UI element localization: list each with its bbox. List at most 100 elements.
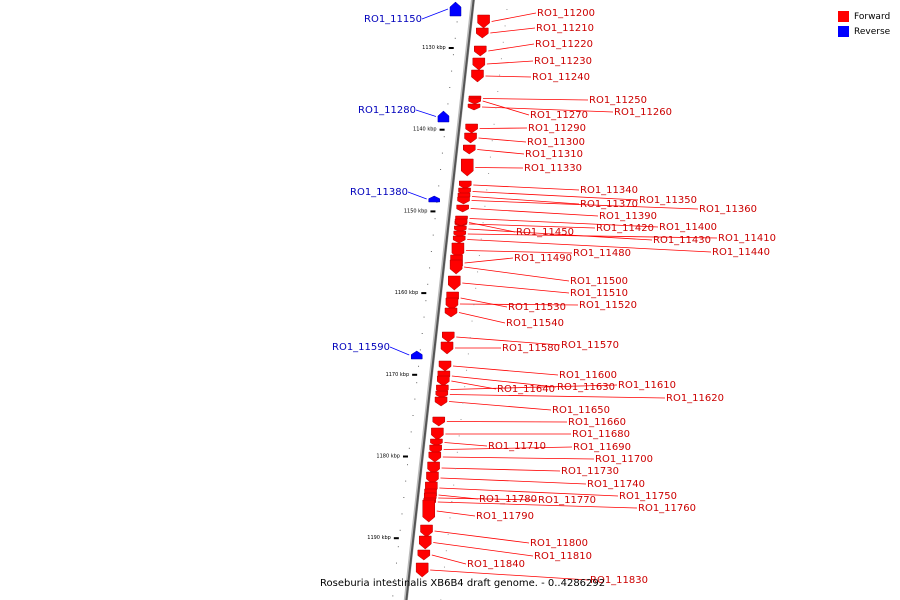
gene-label: RO1_11260: [614, 107, 672, 118]
leader-line: [464, 266, 570, 282]
leader-line: [431, 554, 467, 565]
gene-arrow: [417, 549, 431, 561]
leader-line: [415, 109, 437, 117]
leader-line: [436, 510, 476, 517]
gene-arrow: [449, 259, 463, 275]
minor-tick: [475, 287, 477, 289]
legend-forward-label: Forward: [854, 11, 891, 22]
minor-tick: [421, 333, 423, 334]
minor-tick: [466, 369, 468, 371]
gene-label: RO1_11480: [573, 248, 631, 259]
leader-line: [451, 380, 497, 390]
minor-tick: [427, 283, 429, 285]
gene-label: RO1_11380: [350, 187, 408, 198]
minor-tick: [502, 41, 504, 43]
leader-line: [482, 106, 614, 113]
leader-line: [468, 228, 653, 241]
minor-tick: [412, 415, 414, 416]
minor-tick: [436, 201, 438, 203]
gene-arrow: [426, 471, 439, 485]
gene-arrow: [468, 97, 481, 105]
leader-line: [448, 401, 552, 411]
minor-tick: [455, 468, 457, 470]
gene-label: RO1_11280: [358, 105, 416, 116]
leader-line: [488, 43, 535, 52]
gene-arrow: [428, 451, 442, 463]
gene-label: RO1_11760: [638, 503, 696, 514]
gene-label: RO1_11650: [552, 405, 610, 416]
leader-line: [460, 297, 508, 308]
leader-line: [491, 12, 537, 22]
minor-tick: [410, 431, 412, 433]
leader-line: [473, 184, 580, 191]
leader-line: [437, 501, 638, 509]
genome-caption: Roseburia intestinalis XB6B4 draft genom…: [320, 578, 606, 589]
gene-label: RO1_11490: [514, 253, 572, 264]
gene-arrow: [410, 350, 423, 360]
gene-arrow: [434, 396, 448, 407]
minor-tick: [460, 419, 462, 420]
leader-line: [459, 303, 579, 306]
major-tick: [421, 292, 427, 295]
minor-tick: [458, 435, 460, 437]
minor-tick: [489, 156, 491, 158]
minor-tick: [495, 107, 497, 109]
minor-tick: [432, 234, 434, 236]
gene-arrow: [428, 195, 440, 203]
minor-tick: [451, 501, 453, 502]
gene-label: RO1_11790: [476, 511, 534, 522]
leader-line: [450, 384, 618, 390]
gene-arrow: [471, 69, 484, 83]
leader-line: [449, 394, 666, 399]
gene-label: RO1_11680: [572, 429, 630, 440]
gene-arrow: [437, 110, 450, 123]
tick-label: 1180 kbp: [376, 454, 400, 460]
gene-arrow: [420, 524, 433, 538]
gene-label: RO1_11630: [557, 382, 615, 393]
gene-label: RO1_11660: [568, 417, 626, 428]
leader-line: [430, 569, 590, 581]
gene-label: RO1_11690: [573, 442, 631, 453]
tick-label: 1140 kbp: [413, 127, 437, 133]
gene-label: RO1_11810: [534, 551, 592, 562]
gene-arrow: [422, 499, 436, 523]
minor-tick: [440, 169, 442, 170]
minor-tick: [447, 103, 449, 105]
minor-tick: [425, 300, 427, 302]
leader-line: [465, 250, 573, 254]
gene-label: RO1_11440: [712, 247, 770, 258]
gene-label: RO1_11240: [532, 72, 590, 83]
minor-tick: [464, 386, 466, 388]
minor-tick: [478, 255, 480, 256]
minor-tick: [480, 238, 482, 240]
legend-item-forward: Forward: [838, 9, 890, 24]
gene-arrow: [442, 331, 455, 343]
leader-lines: [389, 8, 718, 581]
minor-tick: [482, 222, 484, 224]
gene-label: RO1_11800: [530, 538, 588, 549]
minor-tick: [467, 353, 469, 355]
leader-line: [472, 191, 639, 201]
gene-arrow: [431, 427, 444, 441]
leader-line: [444, 442, 488, 447]
gene-arrow: [456, 204, 469, 213]
minor-tick: [438, 185, 440, 187]
leader-line: [471, 196, 580, 205]
minor-tick: [443, 566, 445, 568]
minor-tick: [500, 58, 502, 60]
leader-line: [490, 27, 536, 34]
major-tick: [430, 210, 436, 213]
leader-line: [458, 312, 506, 324]
gene-label: RO1_11730: [561, 466, 619, 477]
gene-arrow: [477, 14, 490, 29]
leader-line: [482, 98, 589, 101]
minor-tick: [392, 595, 394, 597]
gene-label: RO1_11600: [559, 370, 617, 381]
gene-label: RO1_11750: [619, 491, 677, 502]
gene-features: [410, 1, 490, 578]
minor-tick: [504, 25, 506, 27]
leader-line: [456, 336, 561, 346]
leader-line: [467, 233, 718, 239]
gene-arrow: [474, 45, 487, 57]
